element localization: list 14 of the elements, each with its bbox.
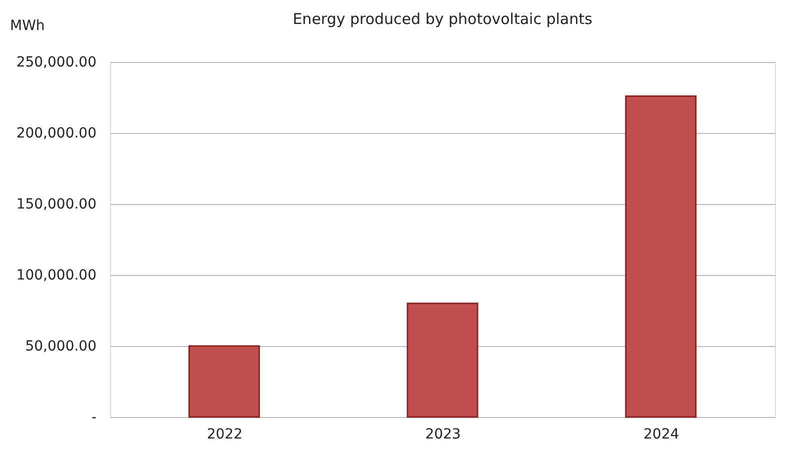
y-tick-label: 250,000.00 <box>16 54 96 70</box>
y-tick-label: 150,000.00 <box>16 196 96 212</box>
y-tick-label: 50,000.00 <box>25 338 96 354</box>
bar <box>406 302 478 418</box>
x-tick-label: 2024 <box>644 426 680 442</box>
bar <box>188 345 260 418</box>
x-tick-label: 2022 <box>206 426 242 442</box>
y-tick-label: 100,000.00 <box>16 268 96 284</box>
bar <box>625 95 697 418</box>
y-tick-label: 200,000.00 <box>16 126 96 142</box>
chart-title: Energy produced by photovoltaic plants <box>292 10 592 28</box>
x-tick-label: 2023 <box>425 426 461 442</box>
y-tick-label: - <box>91 410 96 426</box>
y-axis-title: MWh <box>10 18 45 34</box>
